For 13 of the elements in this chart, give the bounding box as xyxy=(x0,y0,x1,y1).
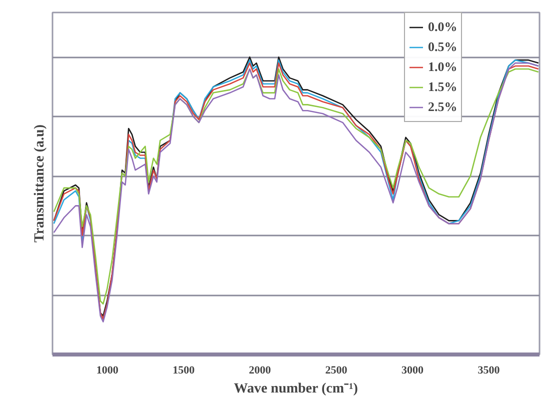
legend-label: 1.0% xyxy=(428,59,458,75)
legend-label: 0.5% xyxy=(428,39,458,55)
y-axis-title: Transmittance (a.u) xyxy=(32,124,48,242)
x-axis-title: Wave number (cm⁻¹) xyxy=(234,382,358,396)
legend-label: 0.0% xyxy=(428,19,458,35)
legend-label: 1.5% xyxy=(428,79,458,95)
x-tick-label: 1000 xyxy=(96,364,119,376)
x-tick-label: 2500 xyxy=(325,364,348,376)
x-tick-label: 1500 xyxy=(172,364,196,376)
x-tick-label: 2000 xyxy=(248,364,272,376)
legend-label: 2.5% xyxy=(428,99,458,115)
x-tick-label: 3000 xyxy=(401,364,424,376)
x-tick-label: 3500 xyxy=(478,364,500,376)
